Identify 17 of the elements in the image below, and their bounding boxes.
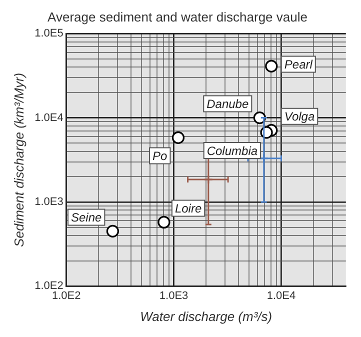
y-axis-title: Sediment discharge (km³/Myr) [11, 72, 26, 247]
x-tick-label: 1.0E3 [159, 290, 188, 302]
x-tick-label: 1.0E4 [266, 290, 296, 302]
y-tick-label: 1.0E2 [34, 280, 64, 292]
annotation: Volga [284, 110, 315, 124]
annotation: Po [152, 149, 168, 164]
x-tick-label: 1.0E2 [52, 290, 81, 302]
annotation: Columbia [206, 144, 258, 158]
y-tick-label: 1.0E5 [34, 28, 64, 40]
annotation: Seine [71, 210, 102, 225]
annotation: Loire [174, 202, 202, 216]
annotation: Danube [206, 97, 249, 112]
y-tick-label: 1.0E3 [34, 196, 64, 208]
y-tick-label: 1.0E4 [34, 112, 64, 124]
chart-title: Average sediment and water discharge vaule [48, 9, 308, 24]
annotation: Pearl [284, 58, 313, 72]
x-axis-title: Water discharge (m³/s) [140, 308, 272, 324]
